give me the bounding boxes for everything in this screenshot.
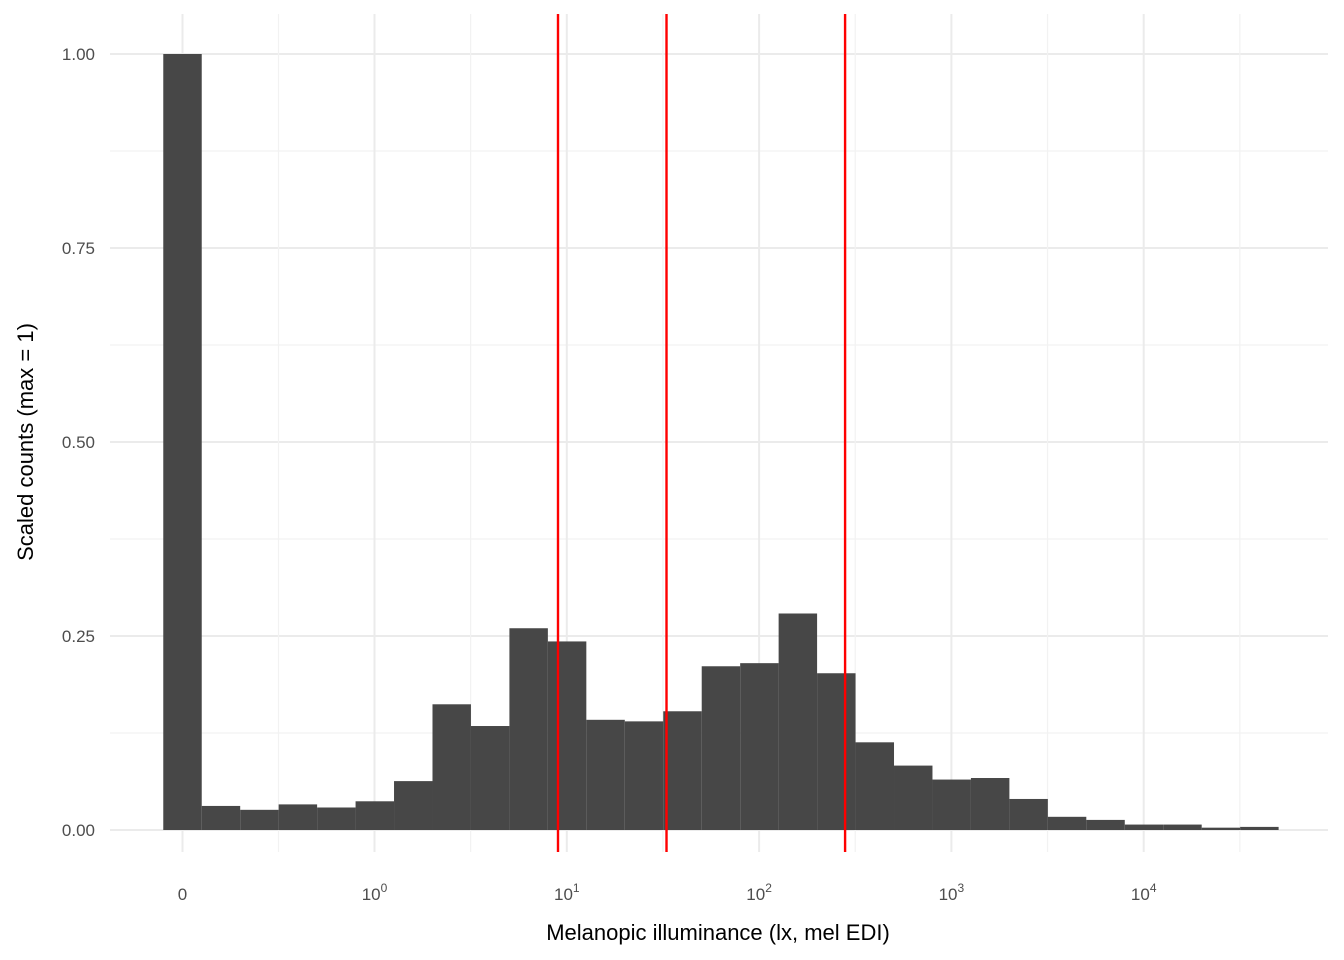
histogram-bar: [278, 804, 318, 830]
histogram-bar: [509, 628, 548, 830]
y-tick-label: 0.00: [62, 821, 95, 840]
histogram-bar: [394, 781, 433, 830]
histogram-bar: [163, 54, 202, 830]
histogram-bar: [317, 807, 356, 830]
histogram-bar: [432, 704, 471, 830]
histogram-bar: [201, 805, 241, 830]
histogram-bar: [586, 719, 625, 830]
histogram-bar: [970, 778, 1010, 830]
y-tick-label: 0.25: [62, 627, 95, 646]
histogram-bar: [240, 809, 279, 830]
x-tick-label: 0: [178, 885, 187, 904]
reference-lines: [556, 14, 847, 852]
x-tick-label: 100: [362, 881, 388, 904]
histogram-bar: [894, 765, 933, 830]
x-tick-label: 101: [554, 881, 580, 904]
x-tick-label: 104: [1131, 881, 1157, 904]
histogram-bar: [355, 801, 395, 830]
histogram-bar: [701, 666, 741, 830]
histogram-bar: [470, 726, 510, 830]
histogram-bar: [1240, 826, 1279, 830]
histogram-bar: [1163, 824, 1202, 830]
y-axis-ticks: 0.00 0.25 0.50 0.75 1.00: [62, 45, 95, 840]
histogram-bar: [1201, 827, 1241, 830]
histogram-bar: [1047, 816, 1087, 830]
histogram-bar: [740, 663, 779, 830]
histogram-bar: [855, 742, 895, 830]
y-tick-label: 0.75: [62, 239, 95, 258]
x-axis-ticks: 0 100 101 102 103 104: [178, 881, 1157, 904]
histogram-bar: [932, 779, 971, 830]
histogram-bar: [1124, 824, 1164, 830]
x-tick-label: 102: [746, 881, 772, 904]
histogram-bars: [163, 54, 1279, 830]
y-axis-title: Scaled counts (max = 1): [13, 323, 38, 561]
histogram-bar: [624, 721, 664, 830]
histogram-bar: [1009, 798, 1048, 830]
x-axis-title: Melanopic illuminance (lx, mel EDI): [546, 920, 890, 945]
histogram-bar: [663, 711, 702, 830]
y-tick-label: 1.00: [62, 45, 95, 64]
histogram-bar: [1086, 819, 1125, 830]
histogram-bar: [778, 613, 818, 830]
histogram-bar: [817, 673, 856, 830]
histogram-bar: [547, 641, 587, 830]
y-tick-label: 0.50: [62, 433, 95, 452]
x-tick-label: 103: [939, 881, 965, 904]
